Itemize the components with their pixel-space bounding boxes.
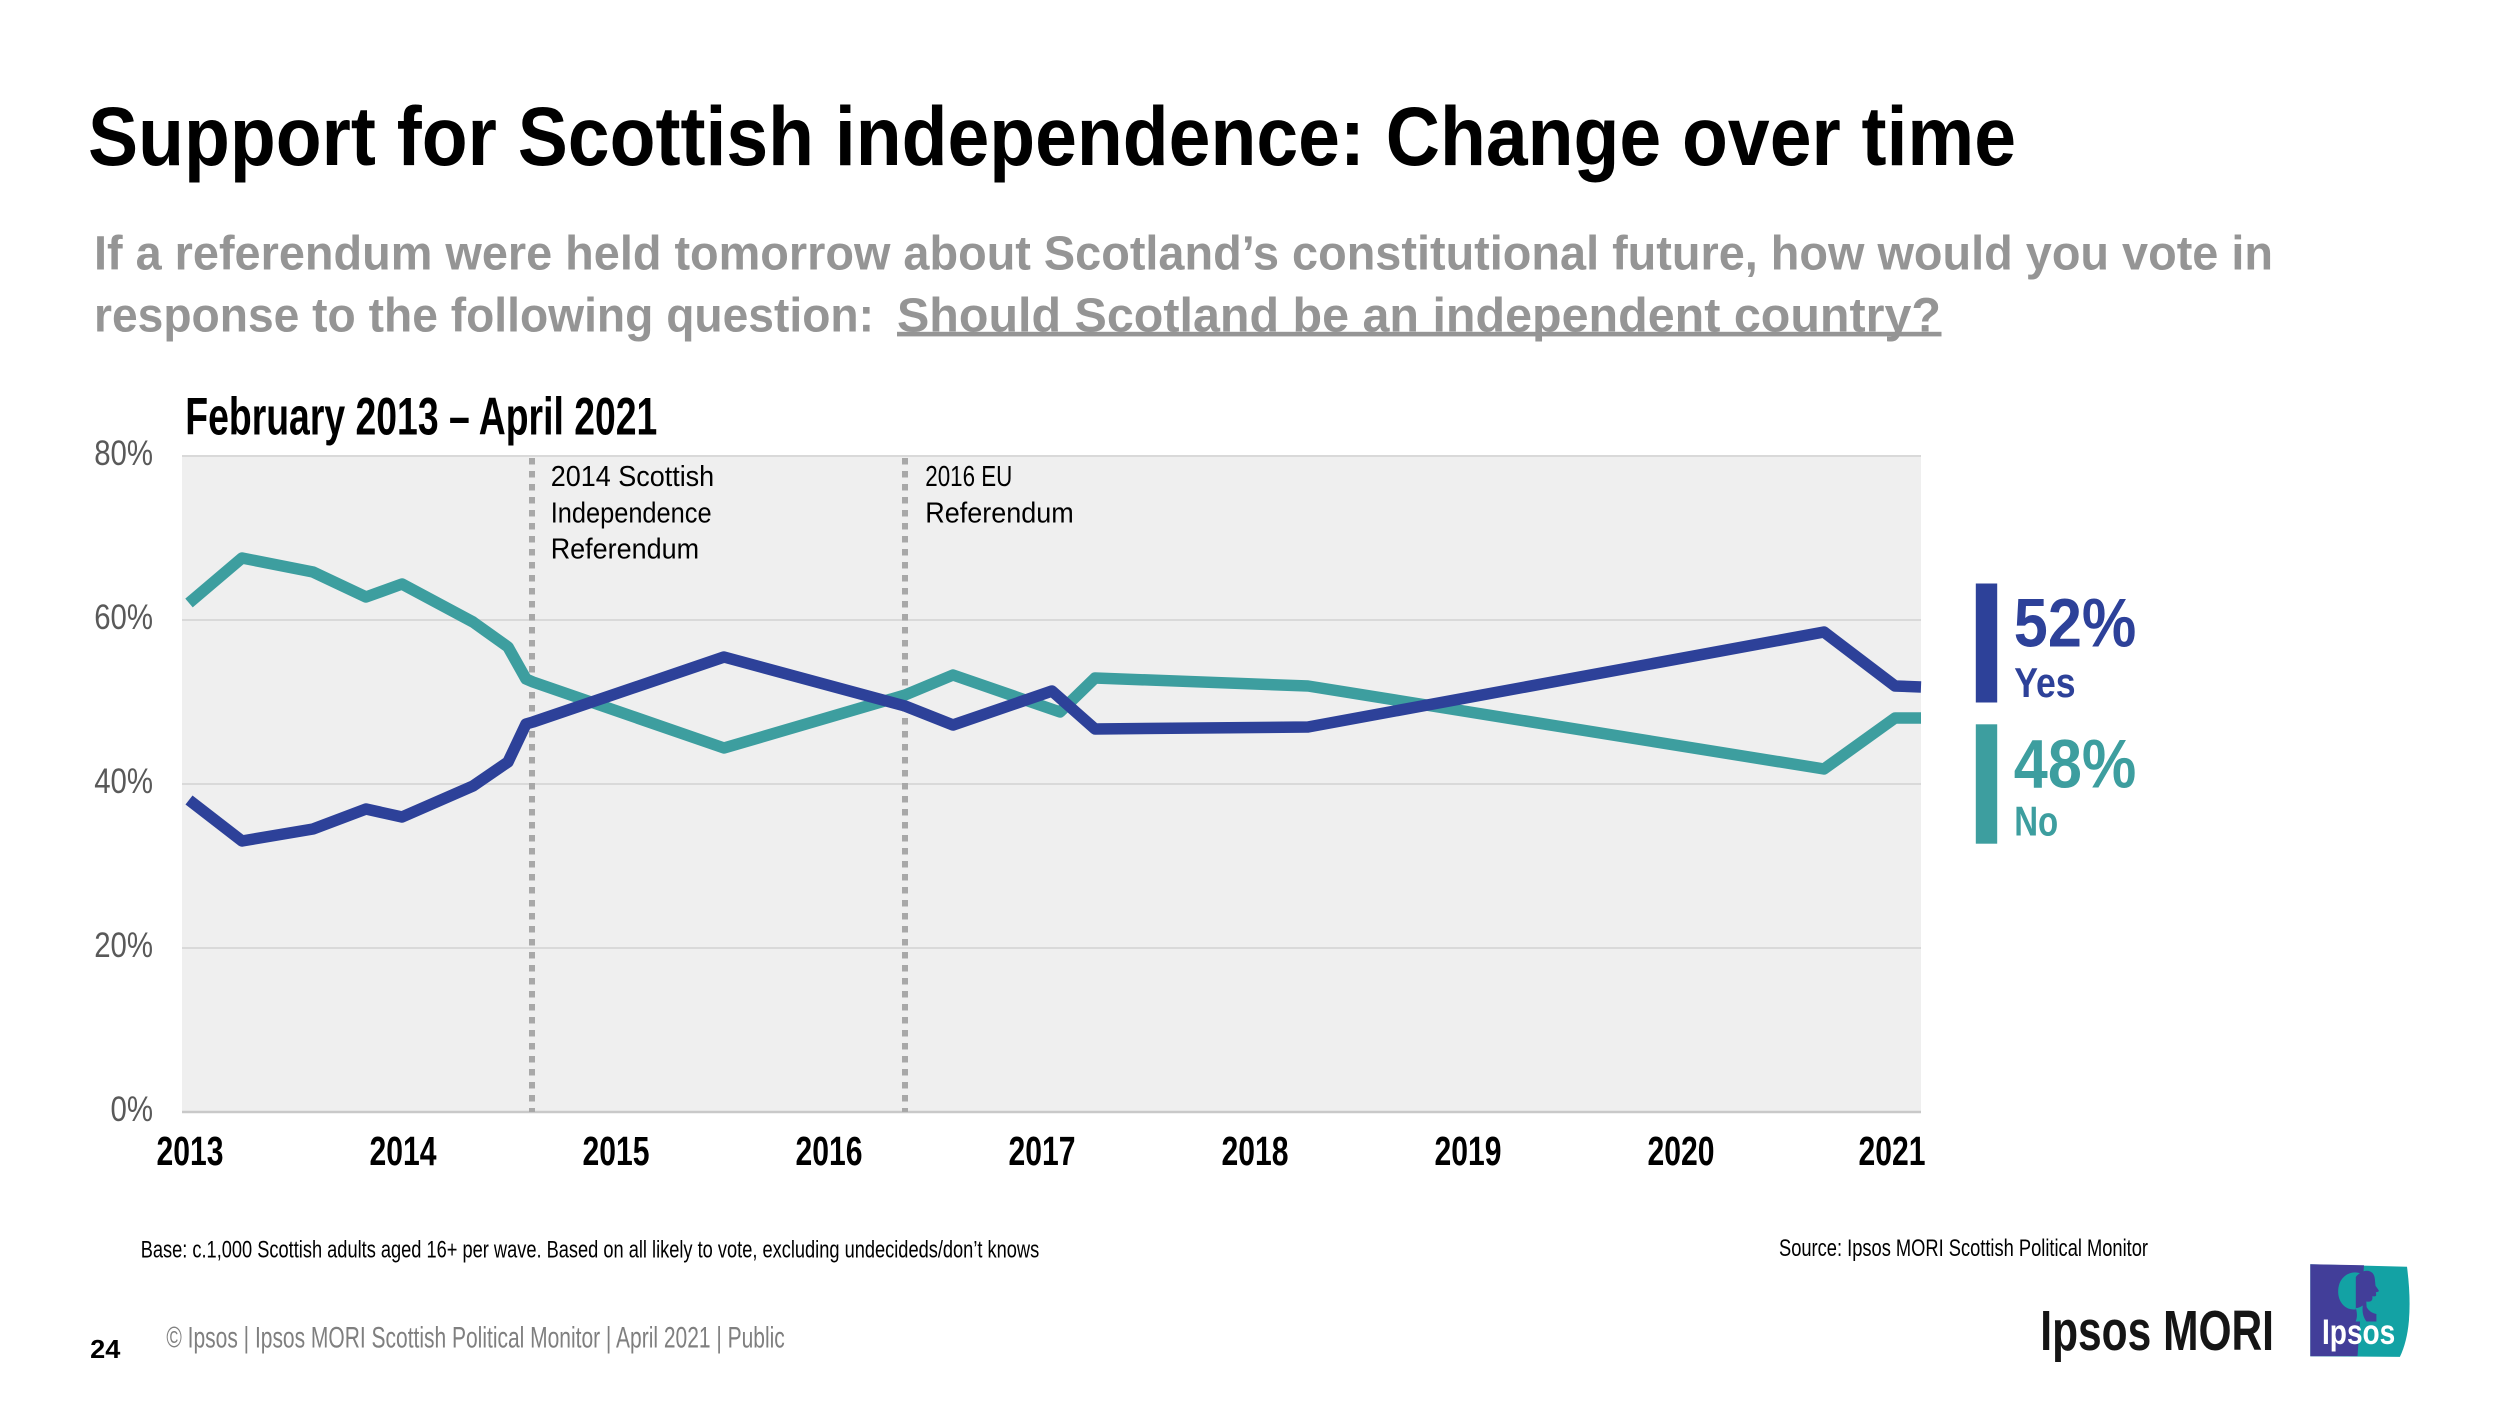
svg-text:Referendum: Referendum xyxy=(925,497,1073,529)
svg-text:60%: 60% xyxy=(94,598,153,637)
svg-text:2017: 2017 xyxy=(1009,1128,1076,1174)
svg-text:response to the following ques: response to the following question: xyxy=(94,289,874,343)
svg-text:80%: 80% xyxy=(94,434,153,473)
svg-text:2020: 2020 xyxy=(1648,1128,1715,1174)
svg-text:20%: 20% xyxy=(94,926,153,965)
svg-text:Source: Ipsos MORI Scottish Po: Source: Ipsos MORI Scottish Political Mo… xyxy=(1779,1235,2148,1262)
svg-text:© Ipsos | Ipsos MORI Scottish: © Ipsos | Ipsos MORI Scottish Political … xyxy=(166,1322,785,1355)
svg-text:2016: 2016 xyxy=(796,1128,863,1174)
svg-text:2016 EU: 2016 EU xyxy=(925,461,1012,493)
svg-text:Referendum: Referendum xyxy=(551,534,699,566)
svg-text:0%: 0% xyxy=(111,1090,154,1129)
svg-text:If a referendum were held tomo: If a referendum were held tomorrow about… xyxy=(94,226,2273,280)
svg-text:2014: 2014 xyxy=(370,1128,437,1174)
svg-text:52%: 52% xyxy=(2014,584,2137,661)
svg-text:Base: c.1,000 Scottish adults: Base: c.1,000 Scottish adults aged 16+ p… xyxy=(141,1237,1039,1264)
svg-text:Ipsos: Ipsos xyxy=(2322,1313,2395,1352)
svg-text:Independence: Independence xyxy=(551,497,712,529)
svg-text:2015: 2015 xyxy=(583,1128,650,1174)
svg-text:2021: 2021 xyxy=(1859,1128,1926,1174)
svg-text:Support for Scottish independe: Support for Scottish independence: Chang… xyxy=(88,89,2016,183)
svg-text:No: No xyxy=(2014,798,2058,844)
svg-text:2014 Scottish: 2014 Scottish xyxy=(551,461,715,493)
svg-text:Yes: Yes xyxy=(2014,660,2075,706)
svg-text:2018: 2018 xyxy=(1222,1128,1289,1174)
svg-text:Ipsos MORI: Ipsos MORI xyxy=(2040,1299,2274,1363)
svg-text:40%: 40% xyxy=(94,762,153,801)
svg-text:48%: 48% xyxy=(2014,725,2137,802)
svg-text:February 2013 – April 2021: February 2013 – April 2021 xyxy=(185,388,657,447)
svg-text:24: 24 xyxy=(90,1336,121,1364)
svg-text:2013: 2013 xyxy=(157,1128,224,1174)
svg-text:2019: 2019 xyxy=(1435,1128,1502,1174)
